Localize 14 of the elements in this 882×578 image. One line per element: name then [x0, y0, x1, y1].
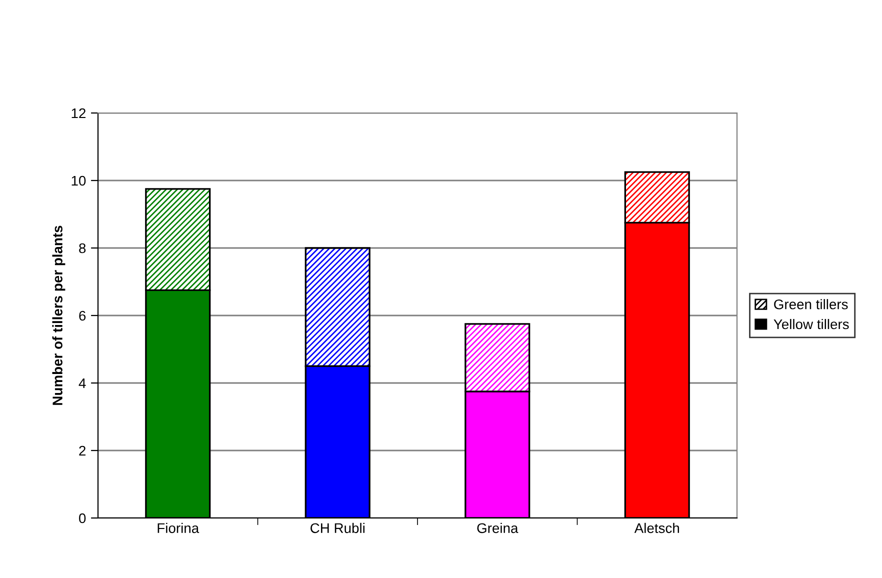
y-tick-label: 2 [79, 446, 86, 456]
y-tick-label: 6 [79, 310, 86, 321]
text: Yellow tillers [774, 318, 849, 330]
x-tick-label: Aletsch [634, 522, 679, 534]
x-tick-label: CH Rubli [310, 522, 364, 534]
x-tick-label: Fiorina [158, 522, 200, 534]
y-tick-label: 0 [79, 513, 86, 524]
y-axis-title: Number of tillers per plants [52, 226, 66, 405]
text: Green tillers [774, 299, 848, 310]
y-tick-label: 8 [79, 243, 86, 254]
y-tick-label: 12 [72, 108, 86, 118]
x-tick-label: Greina [477, 522, 518, 534]
y-tick-label: 4 [78, 378, 86, 388]
y-tick-label: 10 [72, 176, 86, 186]
